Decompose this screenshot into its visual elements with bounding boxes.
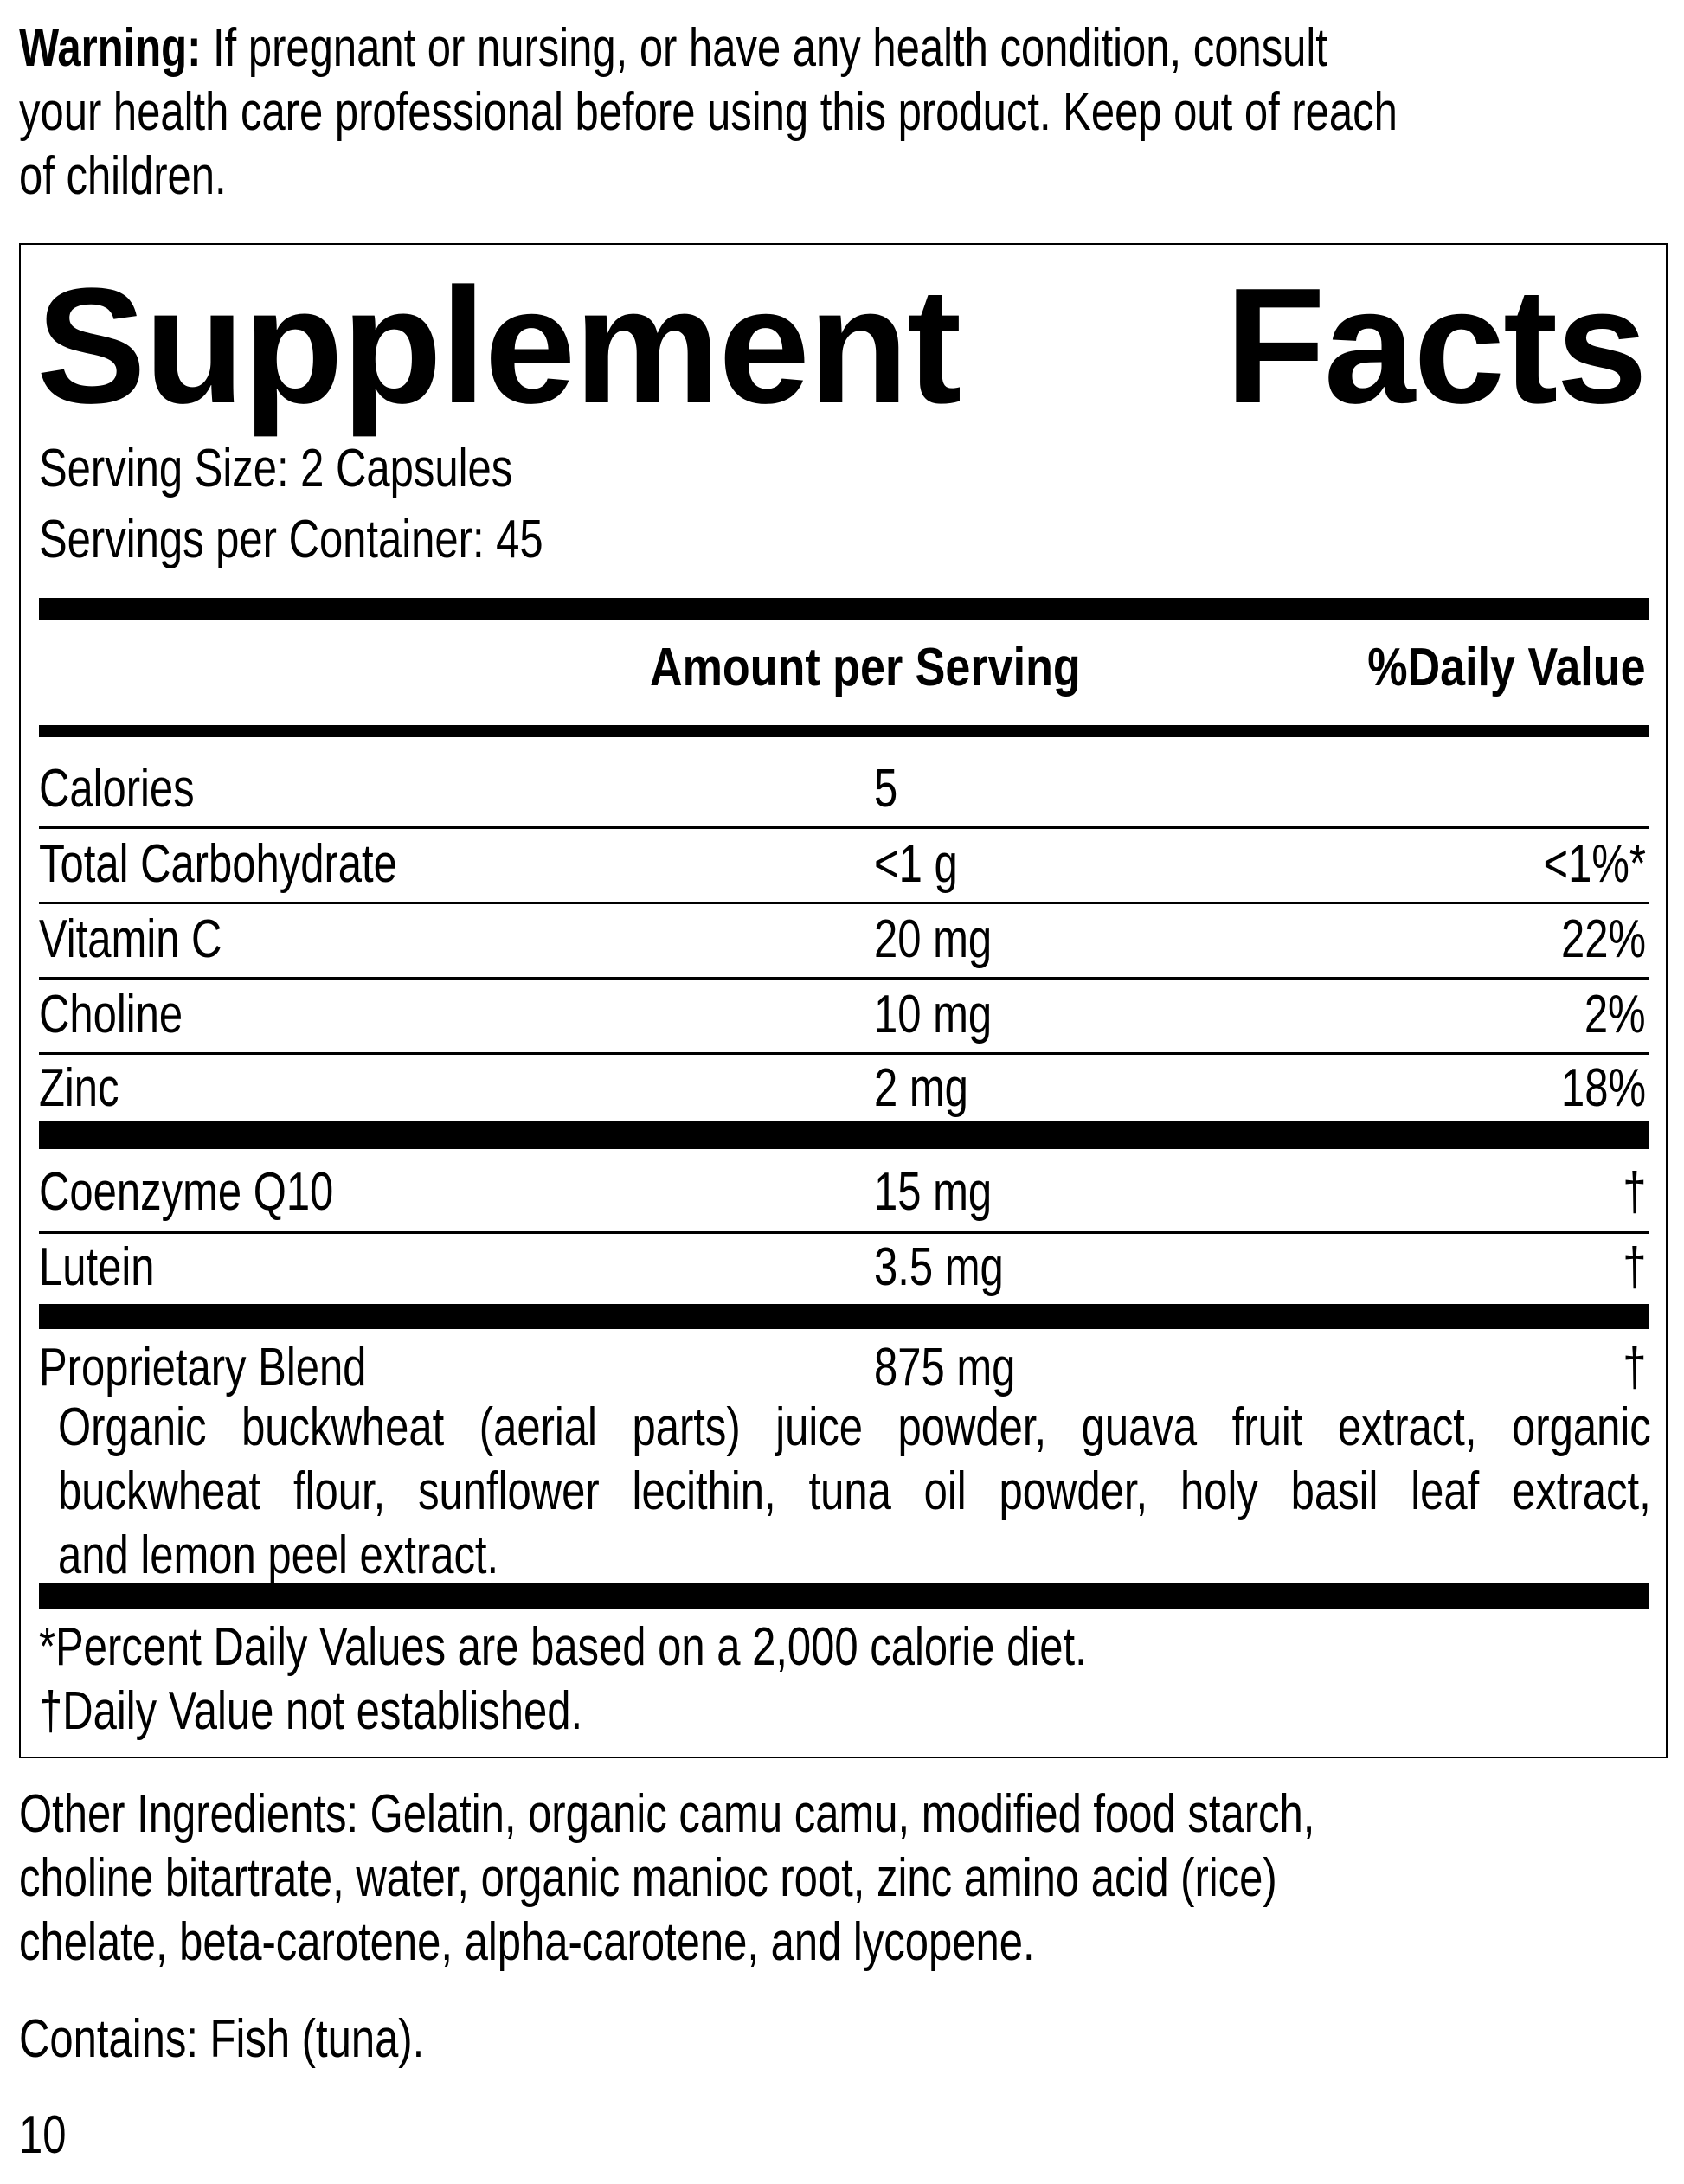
- warning-line-2: your health care professional before usi…: [19, 82, 1398, 142]
- header-daily-value: %Daily Value: [1367, 638, 1646, 697]
- nutrient-amount: 2 mg: [874, 1058, 968, 1118]
- nutrient-daily-value: †: [1622, 1338, 1646, 1397]
- divider-medium: [39, 725, 1649, 737]
- divider-thick: [39, 1583, 1649, 1609]
- row-divider: [39, 1231, 1649, 1234]
- nutrient-daily-value: †: [1622, 1162, 1646, 1222]
- nutrient-amount: 5: [874, 759, 898, 819]
- nutrient-daily-value: †: [1622, 1237, 1646, 1297]
- nutrient-name: Choline: [39, 985, 183, 1044]
- nutrient-daily-value: 22%: [1560, 909, 1646, 969]
- nutrient-daily-value: <1%*: [1543, 834, 1646, 894]
- warning-line-1: Warning: If pregnant or nursing, or have…: [19, 18, 1327, 78]
- servings-per-container: Servings per Container: 45: [39, 510, 543, 569]
- row-divider: [39, 1052, 1649, 1055]
- nutrient-amount: 20 mg: [874, 909, 993, 969]
- nutrient-daily-value: 18%: [1560, 1058, 1646, 1118]
- nutrient-amount: 3.5 mg: [874, 1237, 1004, 1297]
- nutrient-name: Proprietary Blend: [39, 1338, 367, 1397]
- allergen-statement: Contains: Fish (tuna).: [19, 2009, 425, 2069]
- warning-label: Warning:: [19, 18, 202, 78]
- footnote-percent-daily: *Percent Daily Values are based on a 2,0…: [39, 1617, 1087, 1677]
- footnote-dagger: †Daily Value not established.: [39, 1681, 583, 1741]
- serving-size: Serving Size: 2 Capsules: [39, 439, 513, 498]
- divider-thick: [39, 598, 1649, 620]
- divider-thick: [39, 1304, 1649, 1329]
- title-facts: Facts: [1224, 254, 1648, 438]
- nutrient-amount: 875 mg: [874, 1338, 1016, 1397]
- row-divider: [39, 902, 1649, 904]
- warning-line-3: of children.: [19, 146, 227, 206]
- row-divider: [39, 826, 1649, 829]
- supplement-facts-panel: [19, 243, 1668, 1758]
- proprietary-blend-ingredients: Organic buckwheat (aerial parts) juice p…: [58, 1397, 1651, 1585]
- page-number: 10: [19, 2105, 67, 2165]
- nutrient-name: Lutein: [39, 1237, 155, 1297]
- divider-thick: [39, 1121, 1649, 1149]
- nutrient-amount: 15 mg: [874, 1162, 993, 1222]
- nutrient-name: Coenzyme Q10: [39, 1162, 334, 1222]
- title-supplement: Supplement: [36, 254, 961, 438]
- nutrient-name: Vitamin C: [39, 909, 222, 969]
- nutrient-daily-value: 2%: [1584, 985, 1646, 1044]
- other-ingredients: Other Ingredients: Gelatin, organic camu…: [19, 1784, 1315, 1972]
- row-divider: [39, 977, 1649, 980]
- nutrient-amount: <1 g: [874, 834, 958, 894]
- nutrient-name: Zinc: [39, 1058, 119, 1118]
- nutrient-name: Total Carbohydrate: [39, 834, 397, 894]
- nutrient-amount: 10 mg: [874, 985, 993, 1044]
- nutrient-name: Calories: [39, 759, 195, 819]
- header-amount-per-serving: Amount per Serving: [650, 638, 1081, 697]
